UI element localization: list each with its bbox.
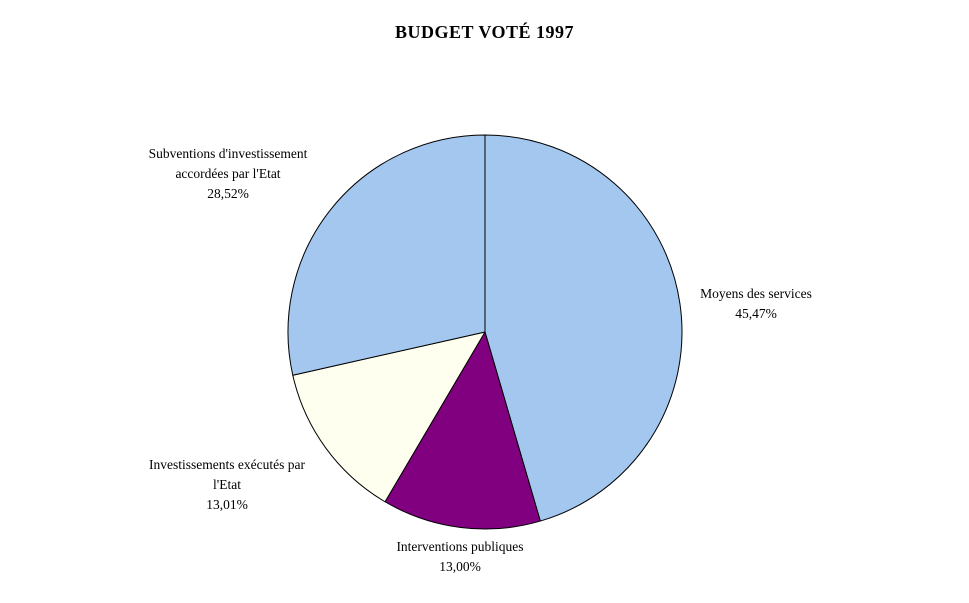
label-percent: 28,52% <box>207 186 249 201</box>
label-line: Moyens des services <box>700 286 812 301</box>
slice-label-interventions: Interventions publiques 13,00% <box>350 537 570 577</box>
label-line: accordées par l'Etat <box>175 166 281 181</box>
pie-slice-interventions-publiques <box>384 331 541 530</box>
label-percent: 13,01% <box>206 497 248 512</box>
chart-title: BUDGET VOTÉ 1997 <box>394 22 575 42</box>
slice-label-moyens: Moyens des services 45,47% <box>656 284 856 324</box>
label-line: Interventions publiques <box>396 539 524 554</box>
pie-slice-moyens-des-services <box>484 134 683 522</box>
pie-slice-subventions-d-investissement-accordees-par-l-etat <box>287 134 486 376</box>
label-percent: 13,00% <box>439 559 481 574</box>
label-line: Subventions d'investissement <box>148 146 308 161</box>
pie-slice-investissements-executes-par-l-etat <box>292 331 486 503</box>
label-line: Investissements exécutés par <box>149 457 305 472</box>
label-percent: 45,47% <box>735 306 777 321</box>
label-line: l'Etat <box>213 477 241 492</box>
slice-label-subventions: Subventions d'investissement accordées p… <box>98 144 358 204</box>
slice-label-investissements: Investissements exécutés par l'Etat 13,0… <box>97 455 357 515</box>
